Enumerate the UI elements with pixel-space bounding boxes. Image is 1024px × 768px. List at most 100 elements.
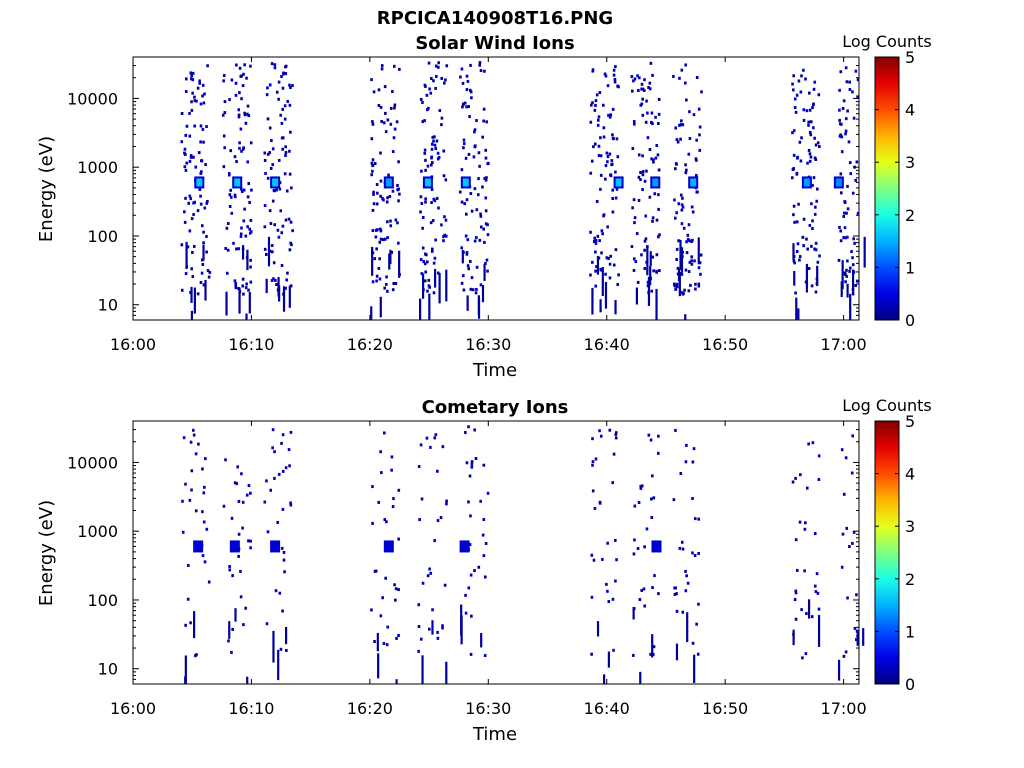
count-cell: [599, 154, 603, 158]
count-cell: [461, 105, 464, 109]
count-cell: [436, 469, 439, 473]
count-cell: [289, 220, 293, 224]
count-cell: [473, 428, 476, 432]
count-cell: [818, 145, 821, 149]
count-cell: [372, 192, 375, 196]
count-cell: [811, 441, 815, 445]
count-cell: [469, 652, 473, 656]
count-cell: [201, 554, 205, 558]
count-cell: [181, 530, 185, 534]
count-streak: [604, 281, 608, 309]
count-cell: [378, 240, 382, 244]
count-cell: [239, 187, 243, 191]
count-cell: [280, 264, 284, 268]
count-cell: [657, 193, 660, 197]
count-cell: [792, 129, 796, 133]
count-cell: [265, 622, 269, 626]
count-cell: [470, 96, 473, 100]
count-cell: [428, 87, 431, 91]
count-cell: [240, 74, 243, 78]
count-streak: [481, 285, 485, 303]
count-cell: [838, 88, 841, 92]
count-cell: [589, 171, 593, 175]
count-cell: [239, 232, 243, 236]
count-cell: [392, 282, 396, 286]
count-cell: [596, 123, 600, 127]
count-cell: [266, 117, 270, 121]
count-cell: [426, 574, 430, 578]
colorbar: Log Counts 0 1 2 3 4 5: [842, 32, 932, 330]
count-cell: [427, 61, 431, 65]
count-cell: [851, 191, 855, 195]
count-cell: [203, 206, 207, 210]
count-cell: [856, 211, 860, 215]
y-tick-label: 10000: [67, 89, 118, 108]
count-cell: [643, 248, 646, 252]
count-cell: [678, 123, 681, 127]
count-cell: [184, 196, 187, 200]
count-cell: [278, 187, 282, 191]
x-tick-label: 16:30: [465, 335, 511, 354]
count-cell: [679, 137, 682, 141]
count-cell: [439, 516, 443, 520]
count-cell: [397, 633, 400, 637]
count-streak: [607, 651, 610, 668]
count-cell: [632, 120, 636, 124]
count-cell: [611, 196, 615, 200]
count-cell: [478, 164, 481, 168]
count-cell: [239, 127, 243, 131]
count-cell: [379, 450, 382, 454]
count-cell: [273, 63, 277, 67]
count-cell: [802, 68, 805, 72]
count-cell: [379, 227, 382, 231]
count-cell: [816, 141, 820, 145]
count-cell: [384, 111, 387, 115]
count-cell: [674, 428, 677, 432]
count-cell: [201, 127, 205, 131]
count-cell: [438, 109, 442, 113]
count-cell: [288, 172, 292, 176]
count-cell: [288, 149, 291, 153]
count-cell: [184, 482, 187, 486]
count-cell: [799, 90, 803, 94]
count-cell: [644, 237, 648, 241]
count-streak: [225, 291, 228, 316]
count-cell: [815, 572, 819, 576]
x-tick-label: 16:10: [228, 699, 274, 718]
count-cell: [204, 163, 207, 167]
count-streak: [792, 629, 795, 646]
count-streak: [639, 671, 642, 684]
count-cell: [677, 239, 680, 243]
count-cell: [483, 176, 487, 180]
count-cell: [397, 241, 400, 245]
count-cell: [266, 86, 269, 90]
count-cell: [433, 539, 436, 543]
count-cell: [482, 227, 485, 231]
count-cell: [473, 145, 477, 149]
count-cell: [695, 173, 698, 177]
count-cell: [272, 277, 275, 281]
count-streak: [807, 599, 811, 619]
count-streak: [438, 273, 441, 304]
count-cell: [486, 223, 489, 227]
count-cell: [844, 129, 848, 133]
count-cell: [246, 112, 249, 116]
count-cell: [468, 88, 472, 92]
count-cell: [462, 288, 466, 292]
count-cell: [244, 606, 247, 610]
count-cell: [790, 176, 794, 180]
count-cell: [275, 283, 278, 287]
count-cell: [432, 79, 435, 83]
count-cell: [795, 250, 799, 254]
count-cell: [697, 266, 701, 270]
count-cell: [464, 234, 468, 238]
count-cell: [187, 201, 191, 205]
count-cell: [652, 645, 656, 649]
count-cell: [382, 641, 386, 645]
count-cell: [484, 209, 488, 213]
count-cell: [287, 448, 291, 452]
count-cell: [798, 255, 802, 259]
count-cell: [680, 222, 684, 226]
count-cell: [429, 571, 433, 575]
count-cell: [242, 623, 245, 627]
